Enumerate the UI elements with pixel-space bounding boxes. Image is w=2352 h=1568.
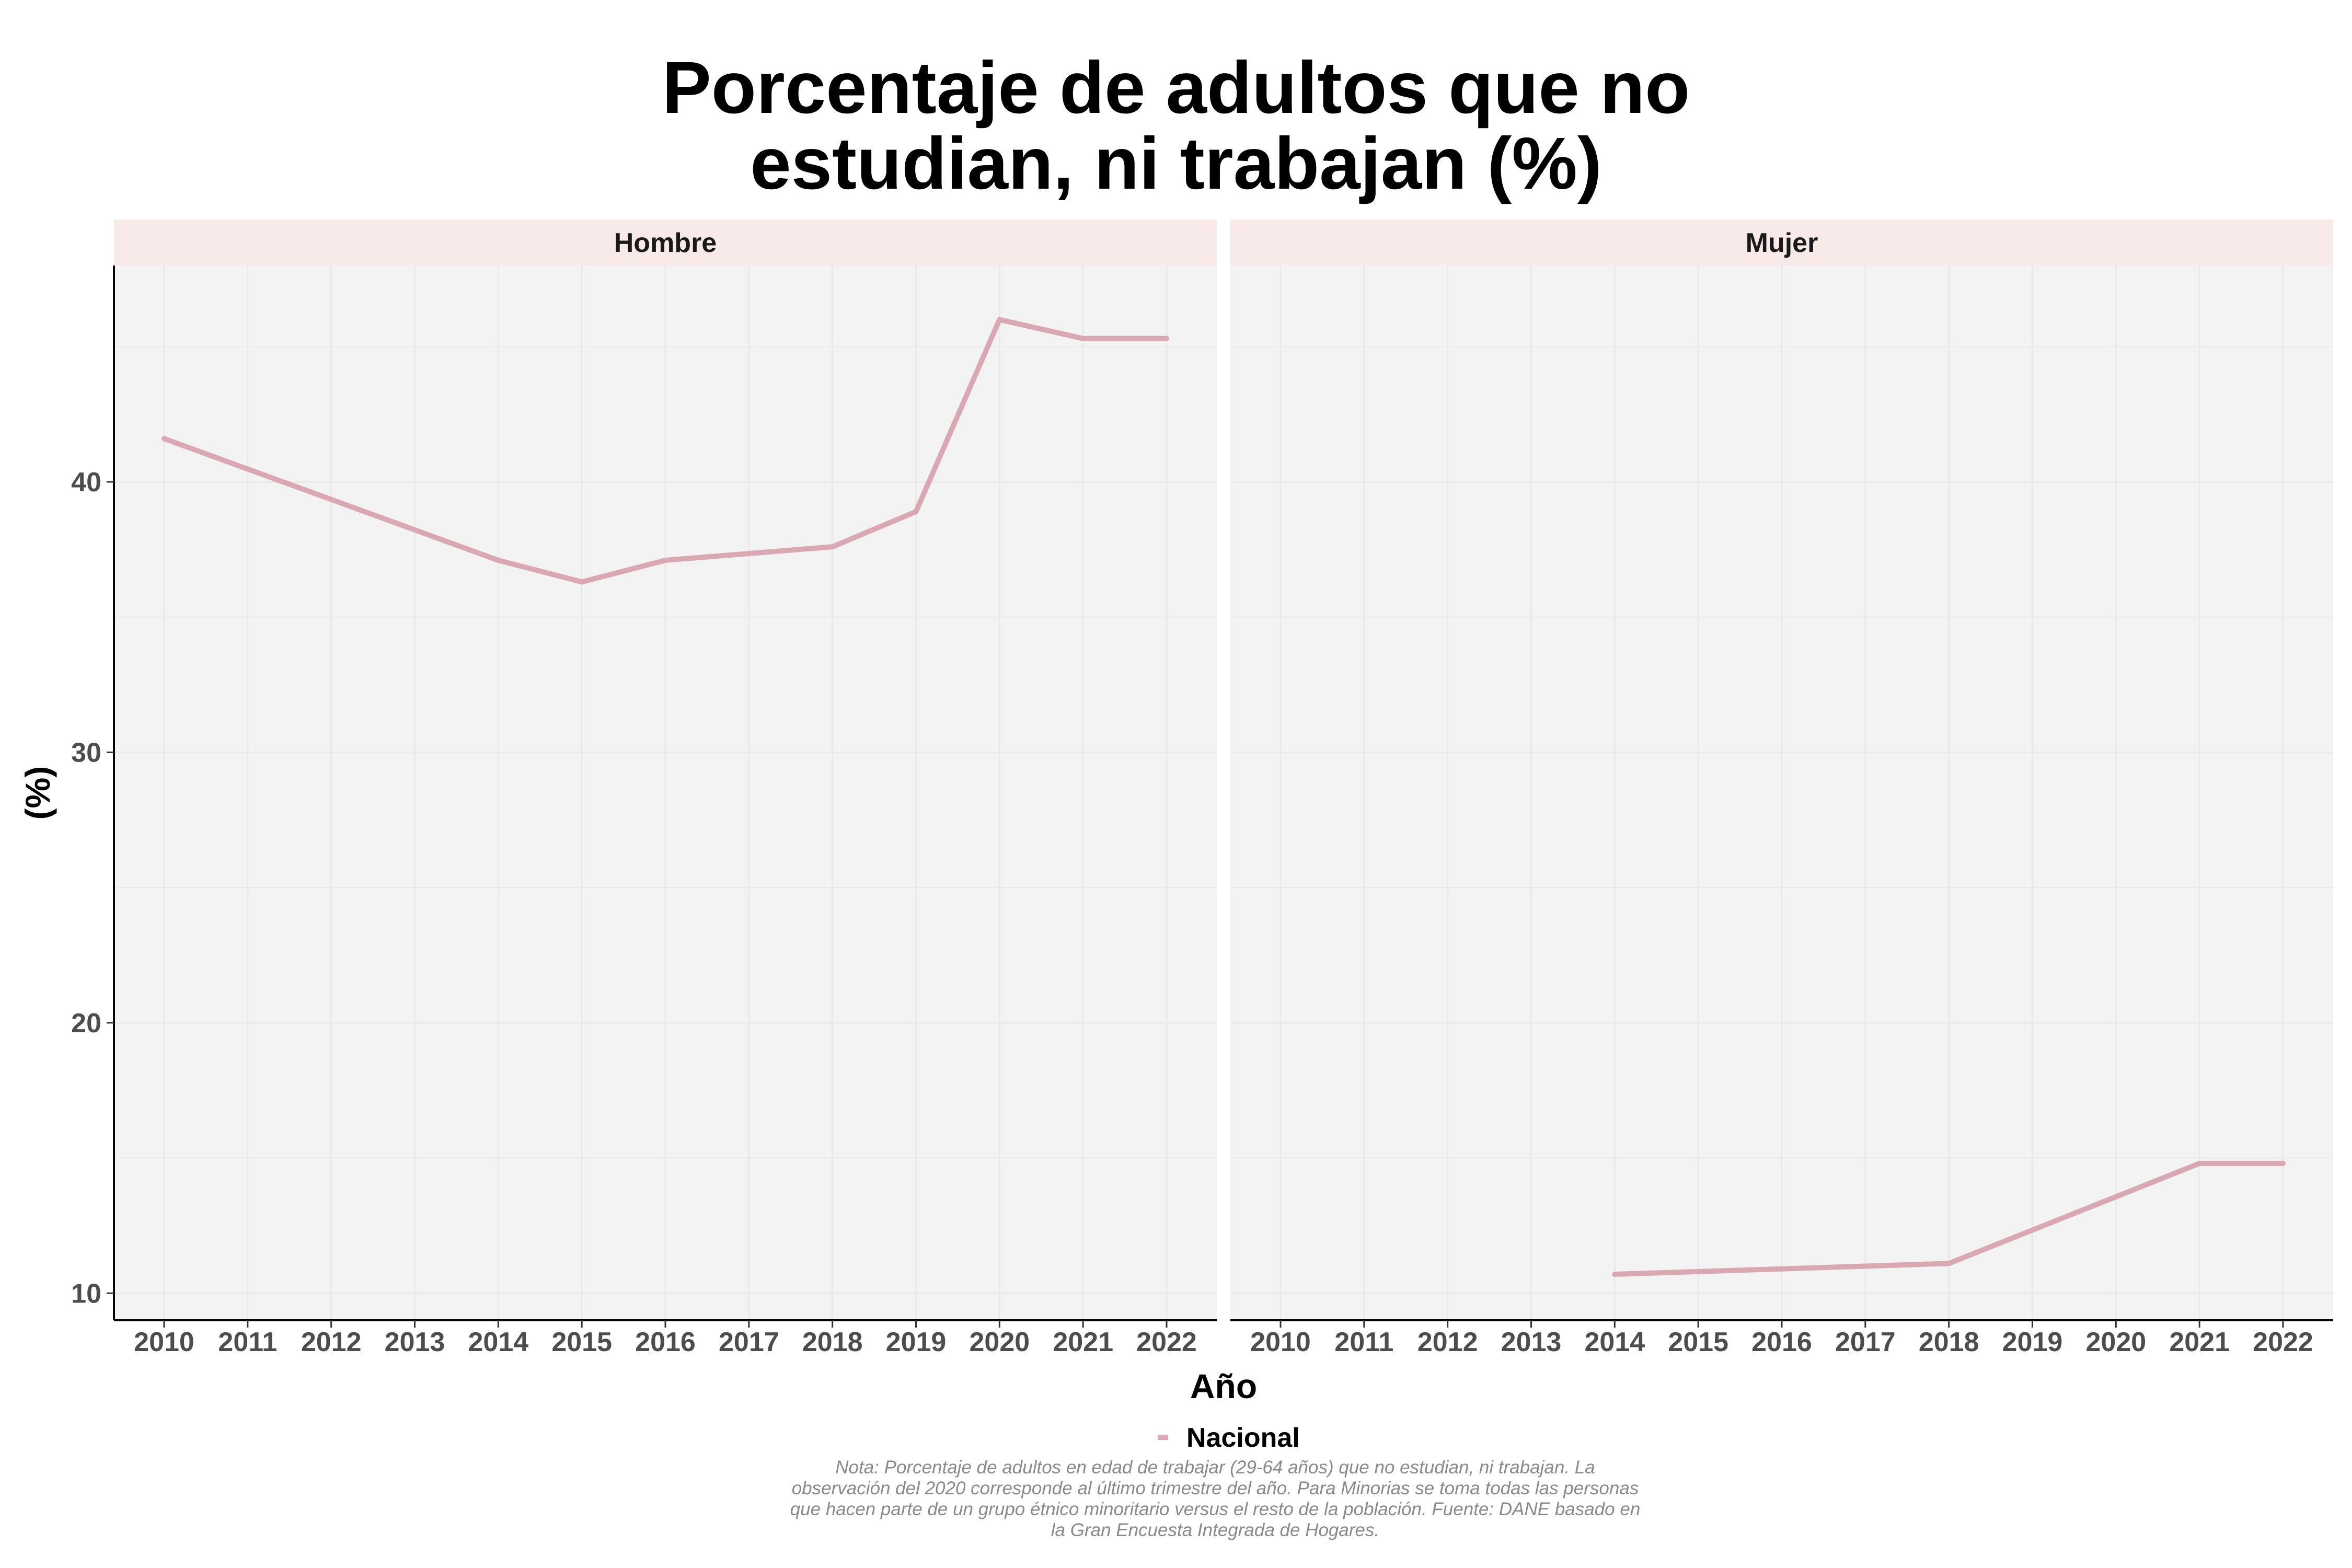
x-tick-label: 2014: [468, 1327, 528, 1357]
data-point: [162, 436, 167, 442]
x-tick-label: 2016: [635, 1327, 696, 1357]
facet-strip-mujer: [1230, 220, 2333, 266]
x-tick-label: 2016: [1751, 1327, 1812, 1357]
x-tick-label: 2021: [2169, 1327, 2230, 1357]
x-tick-label: 2010: [1250, 1327, 1311, 1357]
x-tick-label: 2015: [551, 1327, 612, 1357]
y-tick-label: 20: [71, 1008, 101, 1039]
x-tick-label: 2013: [1501, 1327, 1562, 1357]
data-point: [1946, 1261, 1952, 1266]
x-tick-label: 2011: [218, 1327, 277, 1357]
facet-strip-hombre: [114, 220, 1217, 266]
x-tick-label: 2010: [134, 1327, 194, 1357]
facet-label-mujer: Mujer: [1746, 228, 1818, 258]
x-tick-label: 2020: [2085, 1327, 2146, 1357]
x-tick-label: 2015: [1668, 1327, 1728, 1357]
data-point: [913, 509, 919, 514]
x-tick-label: 2018: [1919, 1327, 1979, 1357]
data-point: [1080, 336, 1086, 341]
y-tick-label: 30: [71, 737, 101, 768]
facet-label-hombre: Hombre: [614, 228, 717, 258]
legend-label: Nacional: [1186, 1423, 1300, 1453]
x-tick-label: 2017: [1835, 1327, 1896, 1357]
x-tick-label: 2019: [2002, 1327, 2063, 1357]
x-tick-label: 2022: [1136, 1327, 1197, 1357]
x-axis-title: Año: [1190, 1367, 1257, 1405]
footnote: Nota: Porcentaje de adultos en edad de t…: [790, 1457, 1641, 1540]
data-point: [579, 579, 585, 585]
x-tick-label: 2012: [1417, 1327, 1478, 1357]
x-tick-label: 2014: [1584, 1327, 1645, 1357]
data-point: [829, 544, 835, 550]
chart-title-line-1: Porcentaje de adultos que no: [662, 46, 1690, 129]
x-tick-label: 2020: [969, 1327, 1030, 1357]
data-point: [495, 558, 501, 563]
x-tick-label: 2017: [719, 1327, 779, 1357]
x-tick-label: 2022: [2253, 1327, 2313, 1357]
x-tick-label: 2013: [385, 1327, 445, 1357]
x-tick-label: 2018: [802, 1327, 863, 1357]
x-tick-label: 2012: [301, 1327, 362, 1357]
y-tick-label: 40: [71, 467, 101, 498]
chart-title-line-2: estudian, ni trabajan (%): [750, 122, 1602, 204]
chart-title: Porcentaje de adultos que no estudian, n…: [0, 50, 2352, 201]
data-point: [663, 558, 668, 563]
x-tick-label: 2011: [1334, 1327, 1393, 1357]
x-tick-label: 2021: [1053, 1327, 1113, 1357]
data-point: [997, 317, 1002, 322]
data-point: [2280, 1160, 2286, 1166]
y-axis-title: (%): [18, 766, 57, 820]
data-point: [1612, 1272, 1618, 1277]
data-point: [1779, 1266, 1784, 1272]
data-point: [1164, 336, 1169, 341]
y-tick-label: 10: [71, 1278, 101, 1309]
data-point: [2197, 1160, 2203, 1166]
x-tick-label: 2019: [886, 1327, 947, 1357]
